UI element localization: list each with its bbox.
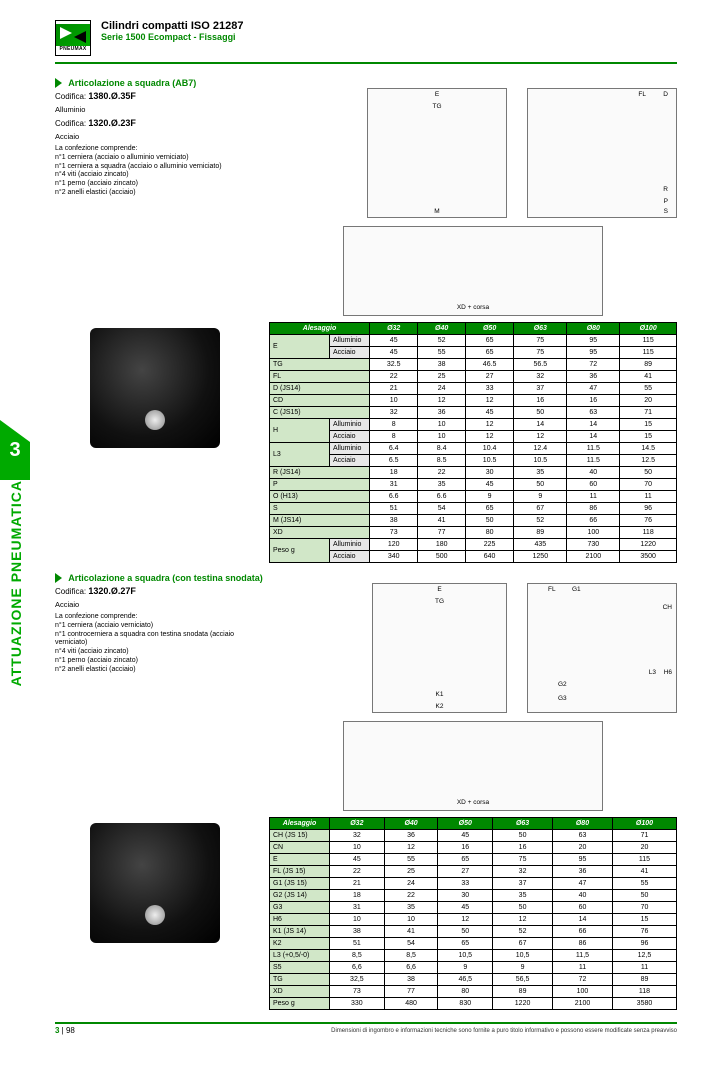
s1-mat-a: Alluminio [55, 105, 255, 114]
s1-drawings: E TG M FL D R P S [269, 88, 677, 218]
footer-disclaimer: Dimensioni di ingombro e informazioni te… [331, 1028, 677, 1034]
s2-drawings: E TG K1 K2 FL G1 CH G2 G3 L3 H6 [269, 583, 677, 713]
section2-title: Articolazione a squadra (con testina sno… [68, 573, 263, 583]
arrow-icon [55, 78, 62, 88]
page-number: 3 | 98 [55, 1026, 75, 1035]
page-subtitle: Serie 1500 Ecompact - Fissaggi [101, 32, 243, 42]
section2-left: Codifica: 1320.Ø.27F Acciaio La confezio… [55, 583, 255, 811]
s2-product-photo [90, 823, 220, 943]
s2-table-col: AlesaggioØ32Ø40Ø50Ø63Ø80Ø100CH (JS 15)32… [269, 811, 677, 1010]
s1-drawing-assembly: XD + corsa [343, 226, 603, 316]
section1-heading: Articolazione a squadra (AB7) [55, 78, 677, 88]
brand-logo: PNEUMAX [55, 20, 91, 56]
section1-right: E TG M FL D R P S XD + corsa [269, 88, 677, 316]
s1-mat-b: Acciaio [55, 132, 255, 141]
s2-drawing-side: FL G1 CH G2 G3 L3 H6 [527, 583, 677, 713]
s1-product-photo [90, 328, 220, 448]
s1-drawing-front: E TG M [367, 88, 507, 218]
side-chapter-tab: 3 [0, 420, 30, 480]
s2-drawing-assembly-row: XD + corsa [269, 721, 677, 811]
section2-table-row: AlesaggioØ32Ø40Ø50Ø63Ø80Ø100CH (JS 15)32… [55, 811, 677, 1010]
s1-product-col [55, 316, 255, 460]
s2-drawing-front: E TG K1 K2 [372, 583, 507, 713]
s2-desc: La confezione comprende:n°1 cerniera (ac… [55, 613, 255, 674]
section1-title: Articolazione a squadra (AB7) [68, 78, 196, 88]
section2-data-table: AlesaggioØ32Ø40Ø50Ø63Ø80Ø100CH (JS 15)32… [269, 817, 677, 1010]
header-rule [55, 62, 677, 64]
s1-desc: La confezione comprende:n°1 cerniera (ac… [55, 145, 255, 198]
logo-text: PNEUMAX [59, 46, 86, 52]
arrow-icon [55, 573, 62, 583]
s1-drawing-assembly-row: XD + corsa [269, 226, 677, 316]
section2-right: E TG K1 K2 FL G1 CH G2 G3 L3 H6 XD + cor [269, 583, 677, 811]
section2-body: Codifica: 1320.Ø.27F Acciaio La confezio… [55, 583, 677, 811]
footer-rule [55, 1022, 677, 1024]
s2-code: Codifica: 1320.Ø.27F [55, 586, 255, 596]
s1-code-b: Codifica: 1320.Ø.23F [55, 118, 255, 128]
section1-data-table: AlesaggioØ32Ø40Ø50Ø63Ø80Ø100EAlluminio45… [269, 322, 677, 563]
section2-heading: Articolazione a squadra (con testina sno… [55, 573, 677, 583]
s1-drawing-side: FL D R P S [527, 88, 677, 218]
logo-mark [56, 24, 90, 46]
page-title: Cilindri compatti ISO 21287 [101, 20, 243, 32]
s2-mat: Acciaio [55, 600, 255, 609]
section1-body: Codifica: 1380.Ø.35F Alluminio Codifica:… [55, 88, 677, 316]
section1-table-row: AlesaggioØ32Ø40Ø50Ø63Ø80Ø100EAlluminio45… [55, 316, 677, 563]
s1-table-col: AlesaggioØ32Ø40Ø50Ø63Ø80Ø100EAlluminio45… [269, 316, 677, 563]
s2-product-col [55, 811, 255, 955]
section1-left: Codifica: 1380.Ø.35F Alluminio Codifica:… [55, 88, 255, 316]
side-chapter-num: 3 [9, 439, 20, 462]
page-header: PNEUMAX Cilindri compatti ISO 21287 Seri… [55, 20, 677, 56]
s1-code-a: Codifica: 1380.Ø.35F [55, 91, 255, 101]
page-root: 3 ATTUAZIONE PNEUMATICA PNEUMAX Cilindri… [0, 0, 707, 1065]
side-vertical-label: ATTUAZIONE PNEUMATICA [8, 480, 24, 686]
s2-drawing-assembly: XD + corsa [343, 721, 603, 811]
page-footer: 3 | 98 Dimensioni di ingombro e informaz… [55, 1026, 677, 1035]
